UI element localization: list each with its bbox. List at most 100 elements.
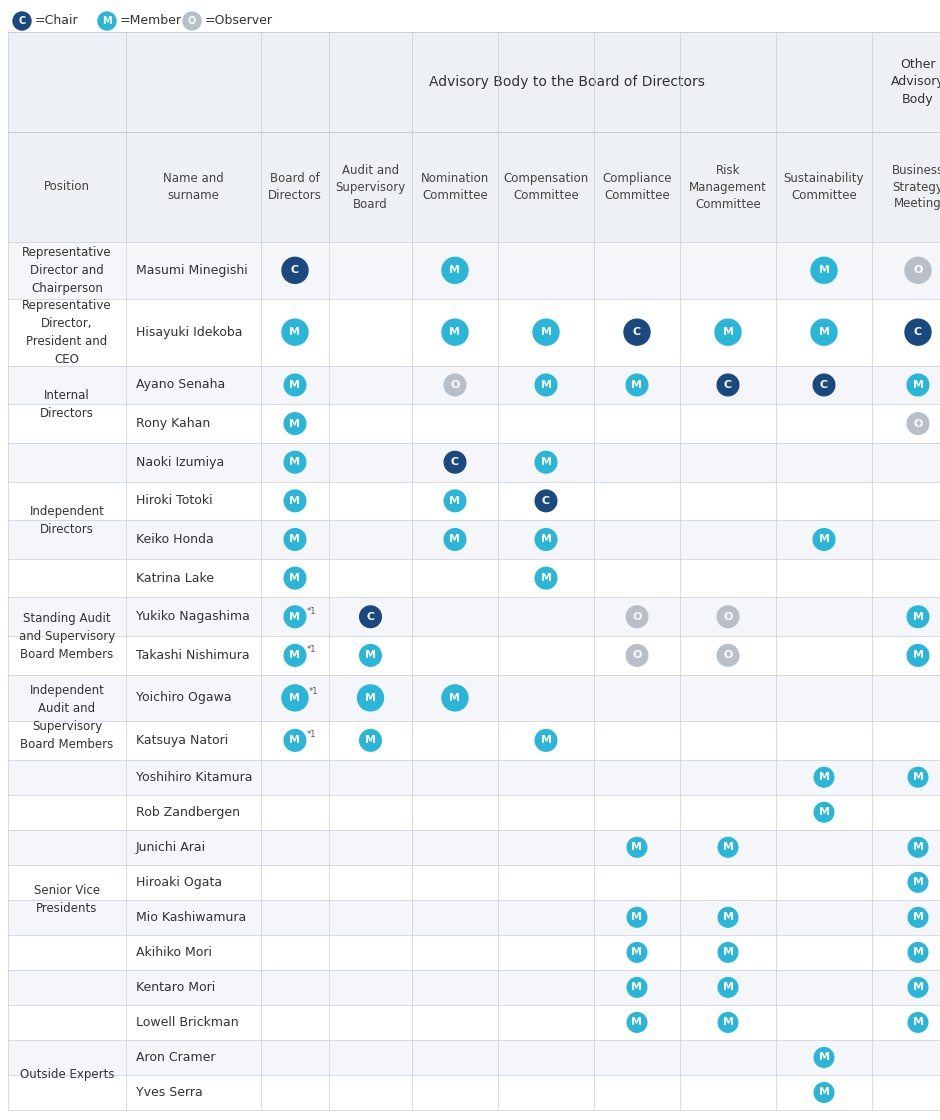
- Bar: [8, 482, 940, 520]
- Text: M: M: [540, 573, 552, 584]
- Text: Hiroki Totoki: Hiroki Totoki: [136, 494, 212, 507]
- Text: Board of
Directors: Board of Directors: [268, 172, 321, 202]
- Text: *1: *1: [306, 607, 317, 616]
- Text: O: O: [723, 651, 732, 661]
- Text: Outside Experts: Outside Experts: [20, 1068, 115, 1082]
- Text: Hisayuki Idekoba: Hisayuki Idekoba: [136, 326, 243, 338]
- Text: M: M: [913, 772, 923, 782]
- Circle shape: [535, 568, 556, 589]
- Text: M: M: [819, 772, 829, 782]
- Text: Lowell Brickman: Lowell Brickman: [136, 1016, 239, 1029]
- Text: C: C: [291, 265, 299, 276]
- Text: O: O: [633, 651, 642, 661]
- Bar: [8, 32, 940, 132]
- Circle shape: [626, 645, 648, 666]
- Text: Mio Kashiwamura: Mio Kashiwamura: [136, 911, 246, 924]
- Circle shape: [357, 685, 384, 711]
- Bar: [8, 970, 940, 1005]
- Circle shape: [627, 1012, 647, 1033]
- Circle shape: [718, 838, 738, 857]
- Text: M: M: [723, 982, 733, 992]
- Text: M: M: [819, 1053, 829, 1063]
- Bar: [8, 1040, 940, 1075]
- Text: O: O: [450, 380, 460, 390]
- Text: M: M: [723, 948, 733, 958]
- Circle shape: [814, 767, 834, 787]
- Circle shape: [814, 802, 834, 822]
- Circle shape: [284, 451, 306, 473]
- Circle shape: [908, 978, 928, 997]
- Circle shape: [718, 978, 738, 997]
- Bar: [8, 899, 940, 935]
- Text: M: M: [449, 327, 461, 337]
- Circle shape: [627, 978, 647, 997]
- Text: M: M: [913, 913, 923, 923]
- Circle shape: [908, 907, 928, 927]
- Text: Internal
Directors: Internal Directors: [40, 389, 94, 420]
- Circle shape: [445, 491, 466, 512]
- Bar: [8, 404, 940, 442]
- Circle shape: [811, 258, 837, 283]
- Text: Representative
Director,
President and
CEO: Representative Director, President and C…: [23, 299, 112, 365]
- Text: Aron Cramer: Aron Cramer: [136, 1051, 215, 1064]
- Text: M: M: [449, 265, 461, 276]
- Circle shape: [627, 838, 647, 857]
- Text: Junichi Arai: Junichi Arai: [136, 841, 206, 853]
- Circle shape: [814, 1083, 834, 1102]
- Circle shape: [907, 413, 929, 435]
- Text: C: C: [451, 457, 459, 467]
- Text: C: C: [367, 612, 374, 622]
- Circle shape: [535, 491, 556, 512]
- Text: O: O: [188, 16, 196, 26]
- Text: Katrina Lake: Katrina Lake: [136, 571, 214, 585]
- Text: Takashi Nishimura: Takashi Nishimura: [136, 648, 250, 662]
- Circle shape: [718, 943, 738, 962]
- Text: O: O: [914, 265, 923, 276]
- Text: M: M: [290, 419, 301, 429]
- Circle shape: [183, 12, 201, 30]
- Circle shape: [284, 645, 306, 666]
- Circle shape: [907, 645, 929, 666]
- Circle shape: [445, 529, 466, 550]
- Text: Yoshihiro Kitamura: Yoshihiro Kitamura: [136, 771, 253, 784]
- Circle shape: [360, 645, 382, 666]
- Text: M: M: [632, 982, 643, 992]
- Text: M: M: [913, 651, 923, 661]
- Circle shape: [282, 258, 308, 283]
- Text: Katsuya Natori: Katsuya Natori: [136, 734, 228, 747]
- Text: Compensation
Committee: Compensation Committee: [504, 172, 588, 202]
- Text: M: M: [632, 913, 643, 923]
- Bar: [8, 865, 940, 899]
- Text: Yoichiro Ogawa: Yoichiro Ogawa: [136, 691, 231, 704]
- Text: Keiko Honda: Keiko Honda: [136, 533, 213, 545]
- Text: =Observer: =Observer: [205, 15, 273, 28]
- Circle shape: [908, 943, 928, 962]
- Circle shape: [626, 374, 648, 395]
- Text: M: M: [819, 265, 829, 276]
- Bar: [8, 132, 940, 242]
- Bar: [8, 520, 940, 559]
- Text: Independent
Audit and
Supervisory
Board Members: Independent Audit and Supervisory Board …: [21, 683, 114, 750]
- Text: M: M: [449, 693, 461, 703]
- Text: *1: *1: [306, 730, 317, 739]
- Text: Ayano Senaha: Ayano Senaha: [136, 379, 226, 392]
- Text: Audit and
Supervisory
Board: Audit and Supervisory Board: [336, 164, 406, 211]
- Text: M: M: [290, 327, 301, 337]
- Text: Advisory Body to the Board of Directors: Advisory Body to the Board of Directors: [429, 75, 704, 88]
- Text: Masumi Minegishi: Masumi Minegishi: [136, 264, 248, 277]
- Text: M: M: [632, 948, 643, 958]
- Text: =Member: =Member: [120, 15, 182, 28]
- Bar: [8, 442, 940, 482]
- Text: M: M: [290, 693, 301, 703]
- Circle shape: [717, 374, 739, 395]
- Text: M: M: [913, 842, 923, 852]
- Circle shape: [533, 319, 559, 345]
- Text: Other
Advisory
Body: Other Advisory Body: [891, 57, 940, 106]
- Circle shape: [360, 729, 382, 752]
- Circle shape: [907, 606, 929, 627]
- Circle shape: [627, 907, 647, 927]
- Bar: [8, 1005, 940, 1040]
- Circle shape: [535, 374, 556, 395]
- Text: *1: *1: [309, 687, 319, 696]
- Text: M: M: [540, 327, 552, 337]
